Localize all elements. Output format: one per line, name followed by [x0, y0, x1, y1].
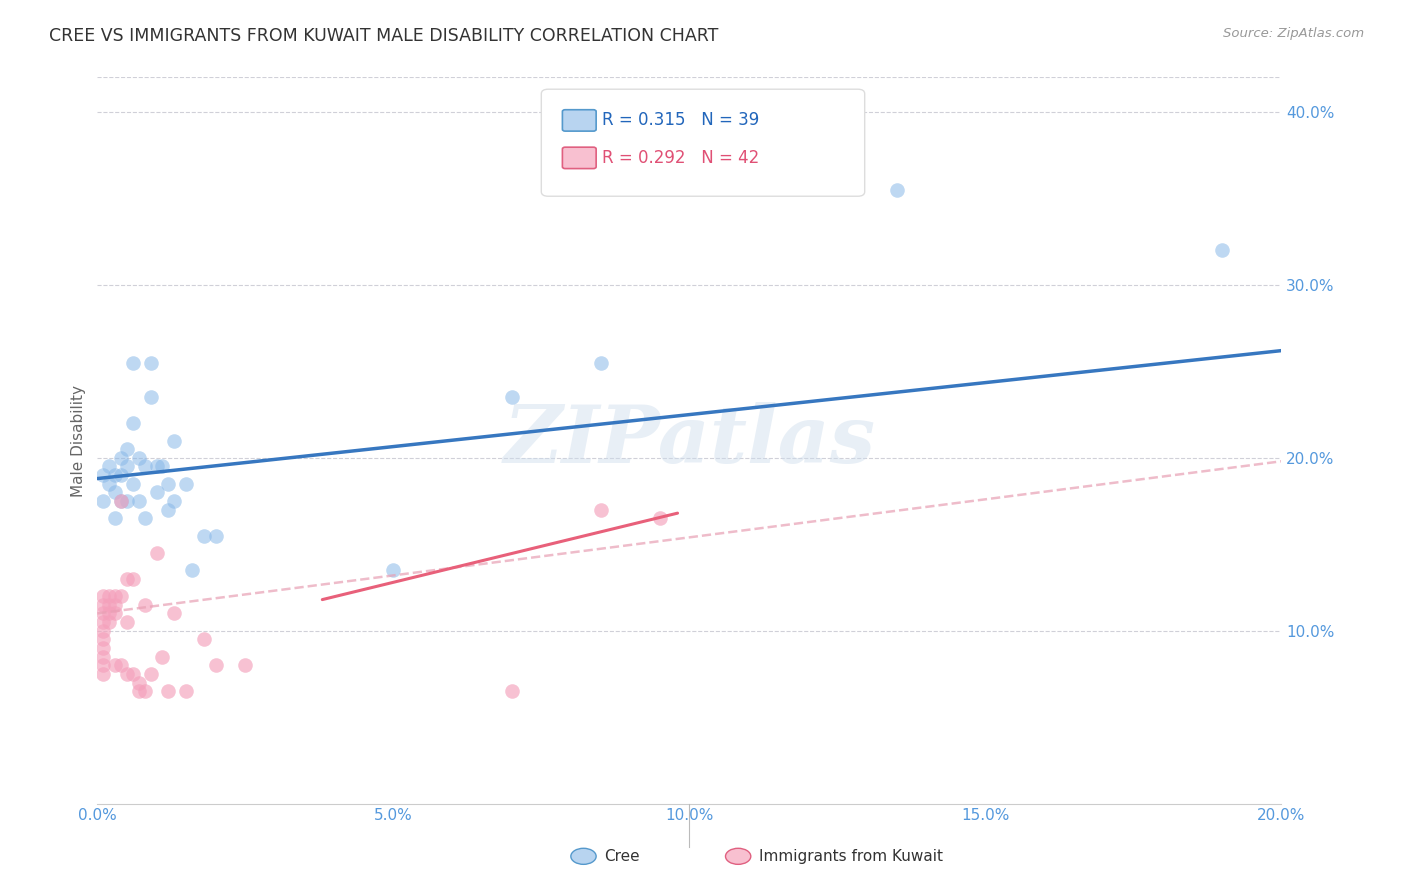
Point: [110, 450, 132, 465]
Point: [152, 649, 174, 664]
Point: [115, 494, 138, 508]
Point: [139, 390, 162, 404]
Point: [91, 468, 114, 483]
Point: [115, 615, 138, 629]
Point: [128, 684, 150, 698]
Text: Immigrants from Kuwait: Immigrants from Kuwait: [759, 849, 943, 863]
Point: [174, 476, 197, 491]
Text: ZIPatlas: ZIPatlas: [503, 401, 876, 479]
Point: [91, 615, 114, 629]
Point: [235, 658, 257, 673]
Point: [110, 494, 132, 508]
Point: [157, 476, 180, 491]
Point: [193, 632, 215, 647]
Point: [91, 640, 114, 655]
Text: Cree: Cree: [605, 849, 640, 863]
Point: [98, 598, 121, 612]
Point: [98, 476, 121, 491]
Point: [128, 494, 150, 508]
Point: [128, 450, 150, 465]
Point: [204, 528, 226, 542]
Point: [134, 598, 156, 612]
Point: [145, 459, 167, 474]
Point: [501, 684, 523, 698]
Point: [122, 667, 145, 681]
Point: [797, 139, 820, 153]
Point: [193, 528, 215, 542]
Point: [134, 511, 156, 525]
Point: [104, 485, 127, 500]
Point: [104, 589, 127, 603]
Point: [145, 485, 167, 500]
Point: [139, 356, 162, 370]
Point: [98, 589, 121, 603]
Point: [139, 667, 162, 681]
Point: [104, 511, 127, 525]
Point: [128, 675, 150, 690]
Point: [501, 390, 523, 404]
Point: [122, 476, 145, 491]
Point: [104, 607, 127, 621]
Point: [104, 598, 127, 612]
Point: [91, 589, 114, 603]
Point: [157, 684, 180, 698]
Point: [98, 615, 121, 629]
Point: [157, 502, 180, 516]
Point: [115, 459, 138, 474]
Point: [110, 589, 132, 603]
Point: [115, 442, 138, 457]
Point: [110, 494, 132, 508]
Point: [104, 468, 127, 483]
Point: [98, 607, 121, 621]
Point: [145, 546, 167, 560]
Point: [1211, 244, 1233, 258]
Point: [134, 684, 156, 698]
Point: [91, 632, 114, 647]
Point: [122, 356, 145, 370]
Point: [589, 356, 612, 370]
Point: [91, 624, 114, 638]
Point: [122, 416, 145, 430]
Point: [104, 658, 127, 673]
Point: [91, 607, 114, 621]
Point: [115, 667, 138, 681]
Point: [174, 684, 197, 698]
Point: [91, 667, 114, 681]
Text: R = 0.315   N = 39: R = 0.315 N = 39: [602, 112, 759, 129]
Point: [134, 459, 156, 474]
Point: [589, 502, 612, 516]
Point: [91, 598, 114, 612]
Text: Source: ZipAtlas.com: Source: ZipAtlas.com: [1223, 27, 1364, 40]
Point: [110, 468, 132, 483]
Point: [163, 494, 186, 508]
Point: [91, 658, 114, 673]
Text: R = 0.292   N = 42: R = 0.292 N = 42: [602, 149, 759, 167]
Point: [110, 658, 132, 673]
Point: [163, 434, 186, 448]
Point: [122, 572, 145, 586]
Point: [204, 658, 226, 673]
Point: [98, 459, 121, 474]
Text: CREE VS IMMIGRANTS FROM KUWAIT MALE DISABILITY CORRELATION CHART: CREE VS IMMIGRANTS FROM KUWAIT MALE DISA…: [49, 27, 718, 45]
Point: [152, 459, 174, 474]
Point: [648, 511, 671, 525]
Point: [91, 494, 114, 508]
Point: [115, 572, 138, 586]
Point: [886, 183, 908, 197]
Y-axis label: Male Disability: Male Disability: [72, 384, 86, 497]
Point: [382, 563, 405, 577]
Point: [91, 649, 114, 664]
Point: [163, 607, 186, 621]
Point: [181, 563, 204, 577]
